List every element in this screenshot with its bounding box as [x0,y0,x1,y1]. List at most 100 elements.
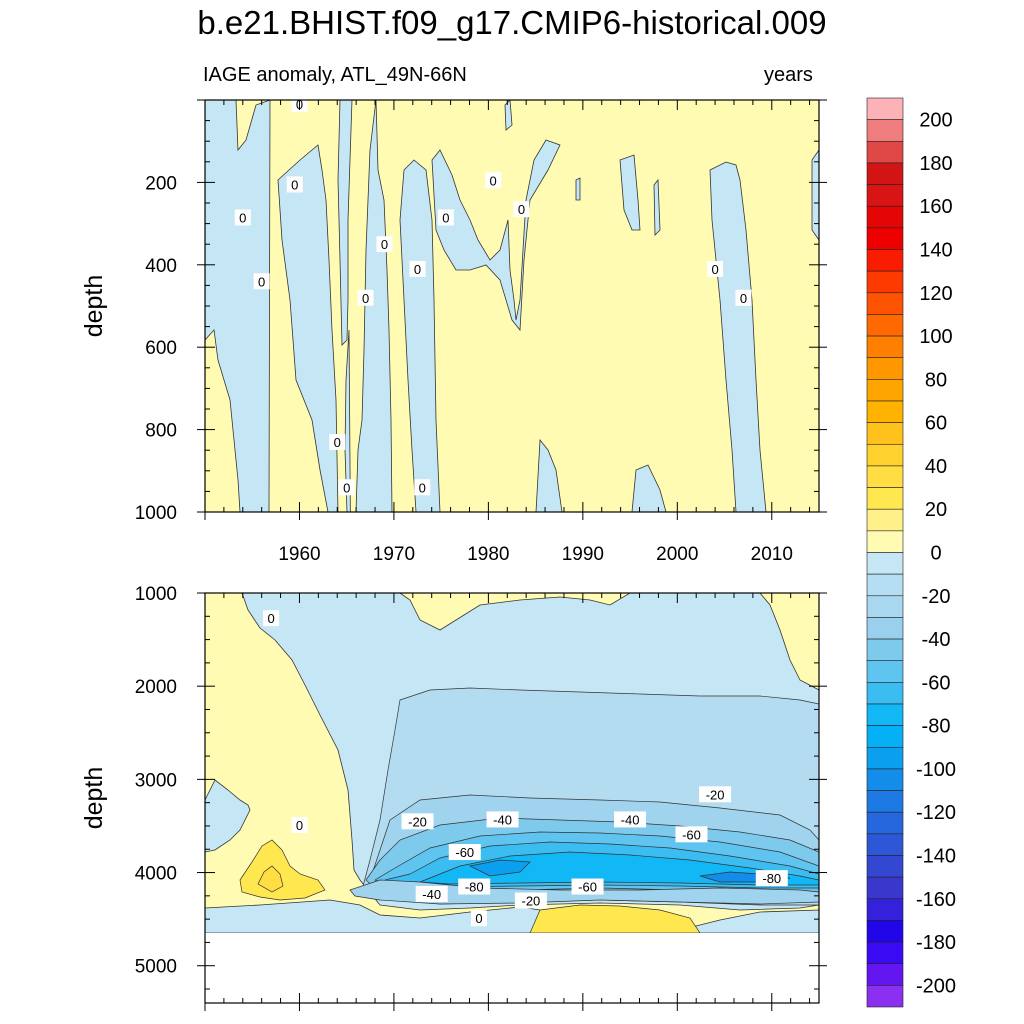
colorbar-swatch [866,487,904,510]
upper-neg-region-a [205,100,271,512]
svg-text:0: 0 [268,611,275,626]
colorbar-swatch [866,617,904,640]
lower-contour-labels: 0 0 -20 -40 -40 -20 -60 -60 -80 -80 -40 -60 -20 0 [263,610,788,927]
x-tick-label: 2010 [751,544,793,565]
colorbar-swatch [866,746,904,770]
lower-y-axis-label: depth [80,767,108,830]
colorbar-swatch [866,941,904,965]
colorbar-swatch [866,292,904,315]
lower-warm-region-core [257,865,284,893]
upper-neg-region-h [535,438,563,512]
svg-text:0: 0 [711,262,718,277]
y-tick-label: 5000 [135,957,177,978]
svg-text:0: 0 [475,911,482,926]
colorbar-label: 140 [919,240,952,262]
colorbar-swatch [866,963,904,986]
svg-text:0: 0 [343,480,350,495]
upper-axis-ticks: 1960 1970 1980 1990 2000 2010 200 400 600 800 1000 [135,99,827,565]
upper-y-axis-label: depth [80,275,108,338]
contour-label: 0 [329,433,346,450]
upper-neg-region-l [811,149,819,241]
colorbar-swatch [866,249,904,272]
x-tick-label: 1990 [562,544,604,565]
svg-text:-40: -40 [422,887,441,902]
colorbar-label: 0 [930,543,941,565]
lower-neg-region-left [205,779,251,853]
y-tick-label: 3000 [135,770,177,791]
colorbar-label: 120 [919,283,952,305]
chart-title: b.e21.BHIST.f09_g17.CMIP6-historical.009 [197,4,827,41]
svg-text:-60: -60 [578,880,597,895]
lower-panel [205,593,819,933]
contour-label: -60 [675,826,708,843]
colorbar-swatch [866,270,904,294]
colorbar-swatch [866,422,904,445]
upper-neg-region-g [431,139,561,332]
x-tick-label: 1960 [278,544,320,565]
colorbar-swatch [866,530,904,553]
contour-label: -40 [614,811,647,828]
svg-text:0: 0 [362,291,369,306]
colorbar-label: 200 [919,110,952,132]
contour-label: 0 [707,260,724,277]
colorbar-swatch [866,508,904,532]
upper-negative-regions [205,100,819,512]
colorbar-swatch [866,227,904,250]
contour-label: 0 [485,172,502,189]
colorbar-label: 80 [925,369,947,391]
upper-neg-region-i [619,154,641,231]
contour-label: 0 [437,209,454,226]
contour-label: 0 [357,289,374,306]
svg-text:-60: -60 [682,827,701,842]
svg-text:0: 0 [296,818,303,833]
svg-text:0: 0 [419,480,426,495]
colorbar-label: -160 [916,889,956,911]
upper-neg-region-j [709,161,767,512]
svg-text:-20: -20 [521,894,540,909]
colorbar-label: -180 [916,932,956,954]
upper-contour-labels: 000000000000000 [234,96,752,496]
lower-frame [204,592,820,1004]
lower-axis-ticks: 1000 2000 3000 4000 5000 [135,584,827,1011]
contour-label: -20 [699,786,732,803]
upper-panel [205,100,819,512]
colorbar-swatch [866,205,904,229]
contour-label: 0 [414,479,431,496]
contour-label: 0 [234,209,251,226]
colorbar-label: 60 [925,413,947,435]
svg-text:0: 0 [414,262,421,277]
y-tick-label: 4000 [135,864,177,885]
colorbar-swatch [866,703,904,726]
colorbar-swatch [866,357,904,380]
colorbar-swatch [866,443,904,467]
colorbar-label: 40 [925,456,947,478]
colorbar-swatch [866,595,904,618]
colorbar-swatch [866,552,904,575]
colorbar-label: 160 [919,196,952,218]
x-tick-label: 1970 [373,544,415,565]
colorbar-label: -40 [922,629,951,651]
svg-text:0: 0 [518,202,525,217]
svg-text:-40: -40 [493,812,512,827]
upper-neg-region-e [355,100,393,512]
colorbar-swatch [866,119,904,142]
y-tick-label: 1000 [135,584,177,605]
svg-text:0: 0 [258,274,265,289]
svg-text:0: 0 [239,210,246,225]
upper-neg-region-n [575,177,581,201]
colorbar-swatch [866,140,904,164]
y-tick-label: 600 [145,338,177,359]
colorbar-swatch [866,638,904,662]
colorbar-label: -60 [922,672,951,694]
colorbar-swatch [866,379,904,402]
colorbar-swatch [866,682,904,705]
x-tick-label: 1980 [467,544,509,565]
colorbar-label: 100 [919,326,952,348]
colorbar-label: -80 [922,716,951,738]
lower-region-core-a [468,859,531,877]
chart-subtitle-units: years [764,64,813,86]
contour-label: -40 [415,885,448,902]
colorbar-swatch [866,465,904,488]
contour-label: 0 [376,236,393,253]
